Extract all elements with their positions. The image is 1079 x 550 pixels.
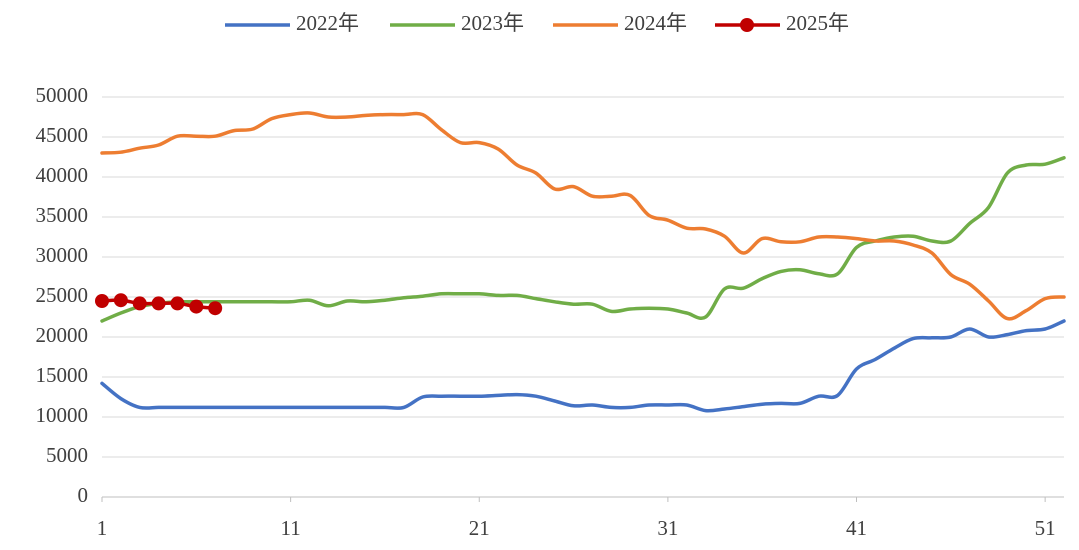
point bbox=[95, 294, 109, 308]
x-tick-label: 41 bbox=[846, 516, 867, 540]
point bbox=[151, 296, 166, 311]
y-tick-label: 45000 bbox=[36, 123, 89, 147]
y-tick-label: 5000 bbox=[46, 443, 88, 467]
series-line bbox=[100, 319, 1066, 413]
y-tick-label: 20000 bbox=[36, 323, 89, 347]
legend-label: 2023年 bbox=[461, 11, 524, 35]
legend-label: 2024年 bbox=[624, 11, 687, 35]
x-tick-label: 21 bbox=[469, 516, 490, 540]
legend-marker bbox=[740, 18, 754, 32]
y-tick-label: 10000 bbox=[36, 403, 89, 427]
y-tick-label: 30000 bbox=[36, 243, 89, 267]
legend-label: 2022年 bbox=[296, 11, 359, 35]
y-tick-label: 15000 bbox=[36, 363, 89, 387]
series-line bbox=[100, 111, 1066, 321]
x-tick-label: 31 bbox=[657, 516, 678, 540]
point bbox=[113, 293, 128, 308]
y-tick-label: 40000 bbox=[36, 163, 89, 187]
x-tick-label: 1 bbox=[97, 516, 108, 540]
series-line bbox=[100, 156, 1066, 323]
legend-label: 2025年 bbox=[786, 11, 849, 35]
y-tick-label: 25000 bbox=[36, 283, 89, 307]
point bbox=[170, 296, 185, 311]
y-tick-label: 0 bbox=[78, 483, 89, 507]
x-tick-label: 51 bbox=[1035, 516, 1056, 540]
y-tick-label: 35000 bbox=[36, 203, 89, 227]
y-tick-label: 50000 bbox=[36, 83, 89, 107]
x-tick-label: 11 bbox=[281, 516, 301, 540]
point bbox=[208, 301, 223, 316]
point bbox=[189, 299, 204, 314]
point bbox=[132, 296, 147, 311]
